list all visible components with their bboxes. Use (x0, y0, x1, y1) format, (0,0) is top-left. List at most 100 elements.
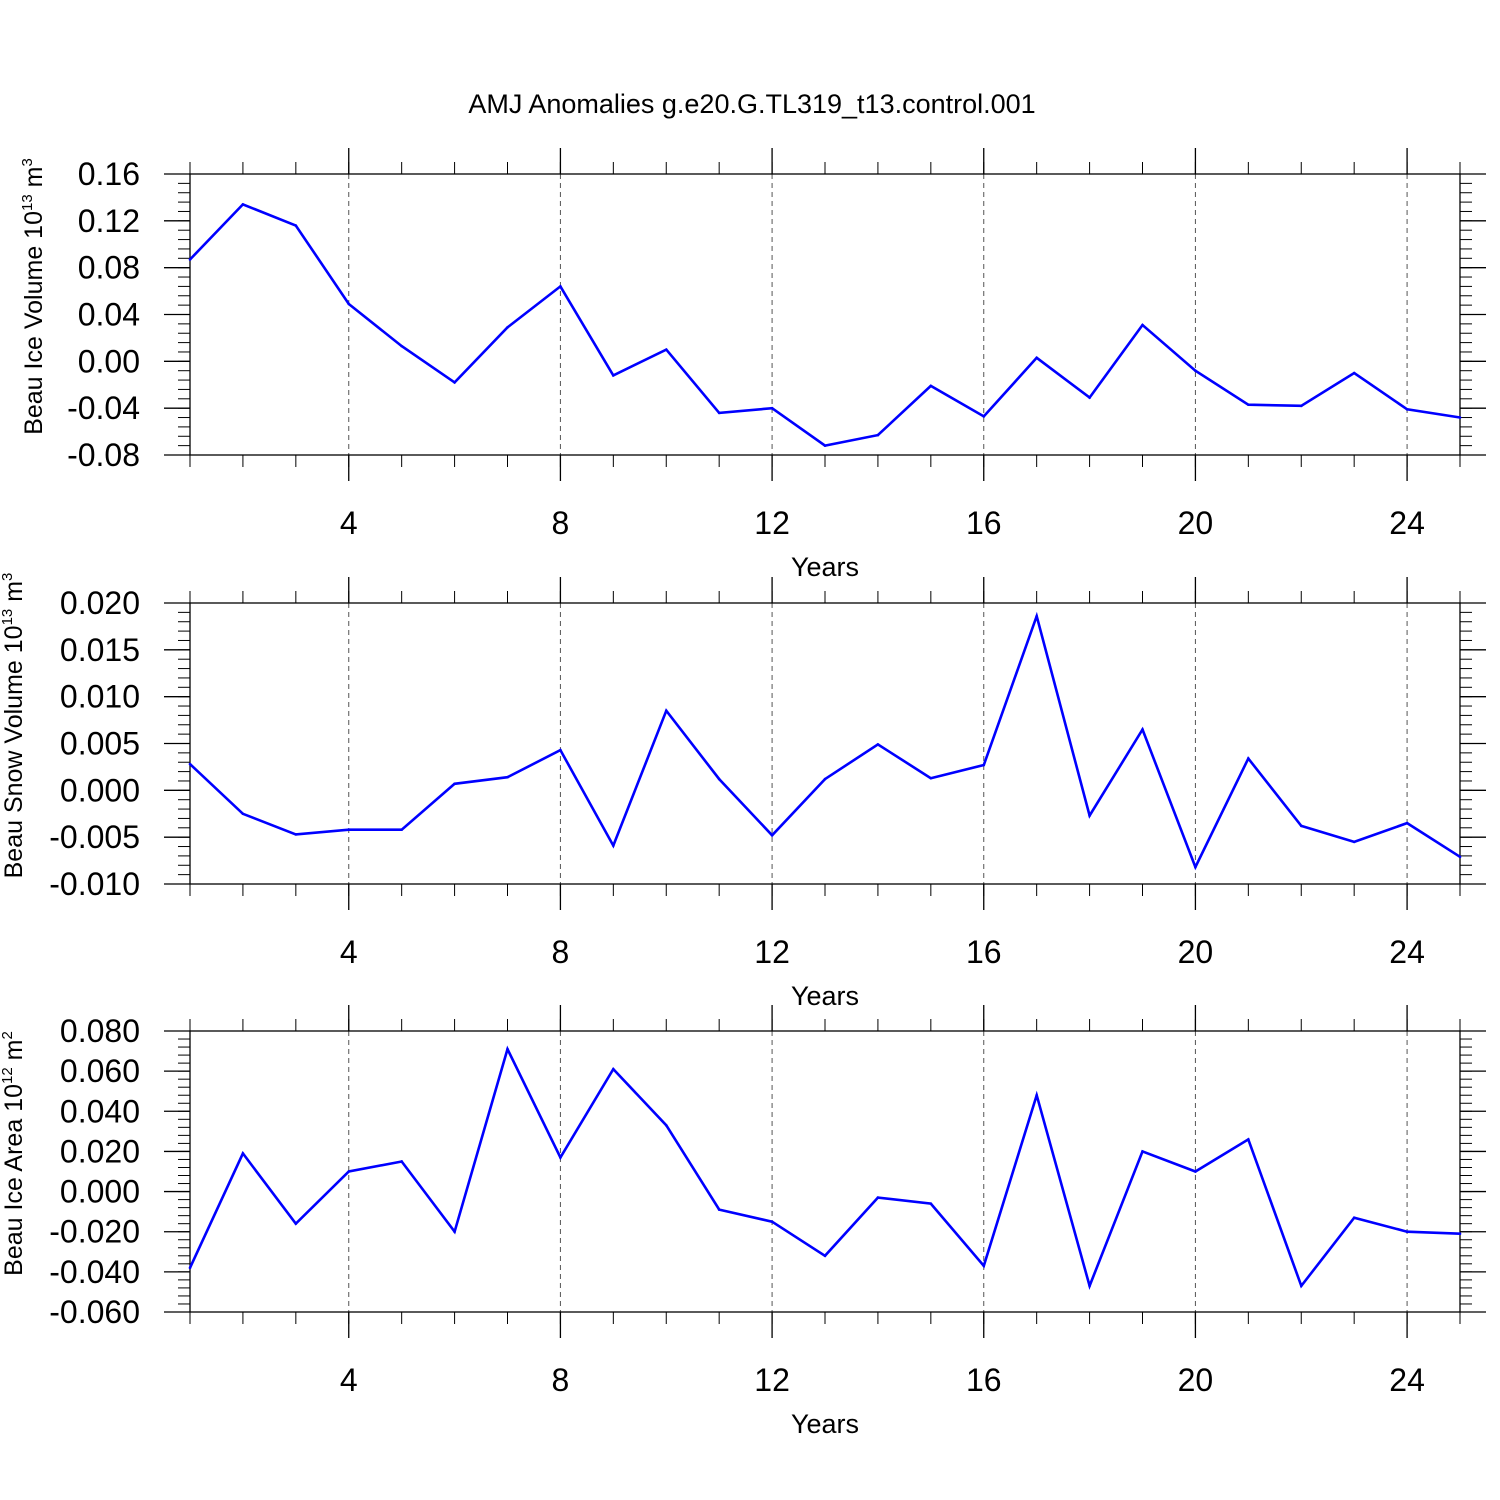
y-tick-label: 0.040 (60, 1093, 140, 1129)
data-point (876, 1196, 880, 1199)
data-point (400, 1160, 403, 1163)
data-point (1088, 396, 1091, 399)
data-point (1141, 728, 1144, 731)
y-tick-label: 0.00 (78, 343, 140, 379)
data-point (1458, 416, 1462, 419)
x-tick-label: 24 (1389, 934, 1425, 970)
data-point (400, 344, 403, 348)
data-point (241, 203, 245, 206)
data-point (1352, 371, 1356, 375)
data-point (559, 748, 562, 752)
y-axis-title-text: Beau Snow Volume 10 (0, 625, 28, 878)
data-point (400, 828, 403, 831)
data-point (1458, 855, 1462, 859)
data-point (294, 1222, 298, 1225)
y-tick-label: 0.020 (60, 585, 140, 621)
x-axis-title: Years (791, 1409, 859, 1439)
y-axis-title-unit-exponent: 2 (0, 1031, 16, 1039)
y-tick-label: 0.16 (78, 156, 140, 192)
data-point (559, 1156, 562, 1159)
y-axis-title-text: Beau Ice Area 10 (0, 1084, 28, 1276)
data-point (1035, 356, 1038, 360)
y-axis-title-text: Beau Ice Volume 10 (20, 211, 48, 435)
x-tick-label: 16 (966, 934, 1002, 970)
x-tick-label: 24 (1389, 505, 1425, 541)
y-tick-label: -0.04 (67, 390, 140, 426)
data-point (1405, 408, 1409, 411)
y-axis-title-exponent: 13 (19, 194, 36, 211)
y-tick-label: -0.005 (49, 819, 140, 855)
data-point (1194, 865, 1197, 869)
data-point (453, 782, 456, 786)
data-point (1405, 1230, 1409, 1234)
panel-1: 4 8 12 16 20 24 -0.08 -0.04 0.00 0.04 0.08 0.12 0.16… (19, 148, 1486, 582)
data-point (612, 844, 615, 847)
data-point (453, 1230, 456, 1234)
y-tick-label: 0.020 (60, 1133, 140, 1169)
data-point (506, 1047, 509, 1051)
y-tick-label: 0.000 (60, 1174, 140, 1210)
y-tick-label: 0.080 (60, 1013, 140, 1049)
y-tick-label: 0.010 (60, 679, 140, 715)
data-point (1088, 814, 1091, 817)
data-point (1088, 1284, 1091, 1288)
y-tick-label: 0.000 (60, 772, 140, 808)
data-point (188, 258, 192, 261)
data-point (717, 1208, 721, 1211)
data-point (876, 743, 880, 746)
y-axis-title-unit-exponent: 3 (19, 158, 36, 166)
data-point (1247, 757, 1250, 760)
y-axis-title-unit: m (0, 581, 28, 609)
data-point (982, 763, 986, 767)
panel-2: 4 8 12 16 20 24 -0.010 -0.005 0.000 0.005 0.010 0.0… (0, 573, 1486, 1011)
y-tick-label: 0.015 (60, 632, 140, 668)
data-point (1194, 1170, 1197, 1173)
x-tick-label: 24 (1389, 1362, 1425, 1398)
data-point (1194, 369, 1197, 373)
data-point (1035, 614, 1038, 618)
x-tick-label: 20 (1178, 934, 1214, 970)
data-point (453, 381, 456, 384)
data-point (823, 1254, 827, 1258)
y-axis-title-unit: m (0, 1040, 28, 1068)
data-point (506, 326, 509, 329)
data-point (241, 812, 245, 816)
y-axis-title-exponent: 12 (0, 1067, 16, 1084)
data-point (612, 374, 615, 377)
data-point (1247, 1138, 1250, 1141)
y-axis-title: Beau Snow Volume 1013 m3 (0, 573, 28, 879)
x-tick-label: 16 (966, 1362, 1002, 1398)
data-point (1299, 404, 1303, 408)
y-tick-label: 0.04 (78, 297, 140, 333)
data-point (188, 1266, 192, 1270)
data-point (823, 777, 827, 781)
y-tick-label: -0.020 (49, 1214, 140, 1250)
data-point (770, 1220, 774, 1223)
x-axis-title: Years (791, 981, 859, 1011)
data-point (664, 1124, 668, 1127)
data-point (1247, 403, 1250, 406)
data-point (717, 777, 721, 781)
x-tick-label: 4 (340, 505, 358, 541)
panel-3: 4 8 12 16 20 24 -0.060 -0.040 -0.020 0.000 0.020 0.… (0, 1005, 1486, 1439)
data-point (929, 384, 933, 388)
data-point (770, 833, 774, 837)
y-axis-title-unit: m (20, 167, 48, 195)
y-axis-title-exponent: 13 (0, 609, 16, 626)
x-tick-label: 12 (754, 1362, 790, 1398)
data-point (1299, 1284, 1303, 1288)
x-tick-label: 12 (754, 934, 790, 970)
data-point (1405, 821, 1409, 825)
data-point (929, 1202, 933, 1205)
data-point (876, 433, 880, 437)
chart-panels: 4 8 12 16 20 24-0.08-0.040.000.040.080.120.16… (0, 148, 1486, 1439)
y-tick-label: -0.010 (49, 866, 140, 902)
y-tick-label: 0.005 (60, 726, 140, 762)
data-point (612, 1067, 615, 1071)
data-point (347, 1170, 351, 1173)
data-point (1352, 840, 1356, 844)
data-point (1352, 1216, 1356, 1219)
x-tick-label: 12 (754, 505, 790, 541)
